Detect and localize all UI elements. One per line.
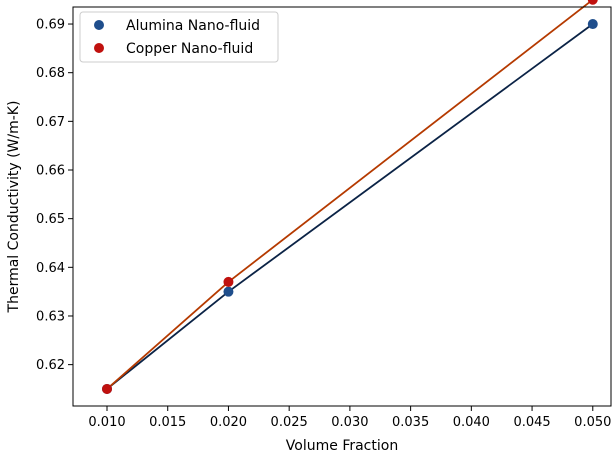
data-point-s0-1 [223,286,234,297]
legend-marker-1 [94,43,105,54]
legend-label-0: Alumina Nano-fluid [126,18,260,34]
x-tick-label: 0.045 [513,415,550,430]
legend-marker-0 [94,19,105,30]
legend-box [79,11,279,63]
x-tick-label: 0.035 [392,415,429,430]
y-tick-label: 0.64 [36,261,65,276]
y-tick-label: 0.65 [36,212,65,227]
x-tick-label: 0.025 [271,415,308,430]
data-point-s1-2 [587,0,598,5]
y-tick-label: 0.63 [36,309,65,324]
x-tick-label: 0.040 [453,415,490,430]
x-tick-label: 0.030 [331,415,368,430]
y-tick-label: 0.68 [36,66,65,81]
y-tick-label: 0.69 [36,18,65,33]
legend: Alumina Nano-fluid Copper Nano-fluid [79,11,279,63]
legend-label-1: Copper Nano-fluid [126,41,253,57]
x-tick-label: 0.010 [88,415,125,430]
y-tick-label: 0.66 [36,164,65,179]
data-point-s1-0 [102,383,113,394]
y-axis-title: Thermal Conductivity (W/m-K) [6,101,22,314]
y-tick-label: 0.62 [36,358,65,373]
x-axis-title: Volume Fraction [286,438,398,454]
x-tick-label: 0.015 [149,415,186,430]
x-tick-label: 0.020 [210,415,247,430]
x-tick-label: 0.050 [574,415,611,430]
plot-area [102,0,598,394]
series-line-0 [106,23,594,390]
data-point-s0-2 [587,19,598,30]
data-point-s1-1 [223,276,234,287]
y-tick-label: 0.67 [36,115,65,130]
axes: 0.010 0.015 0.020 0.025 0.030 0.035 0.040 0.045… [6,6,612,454]
axes-frame [72,6,612,407]
